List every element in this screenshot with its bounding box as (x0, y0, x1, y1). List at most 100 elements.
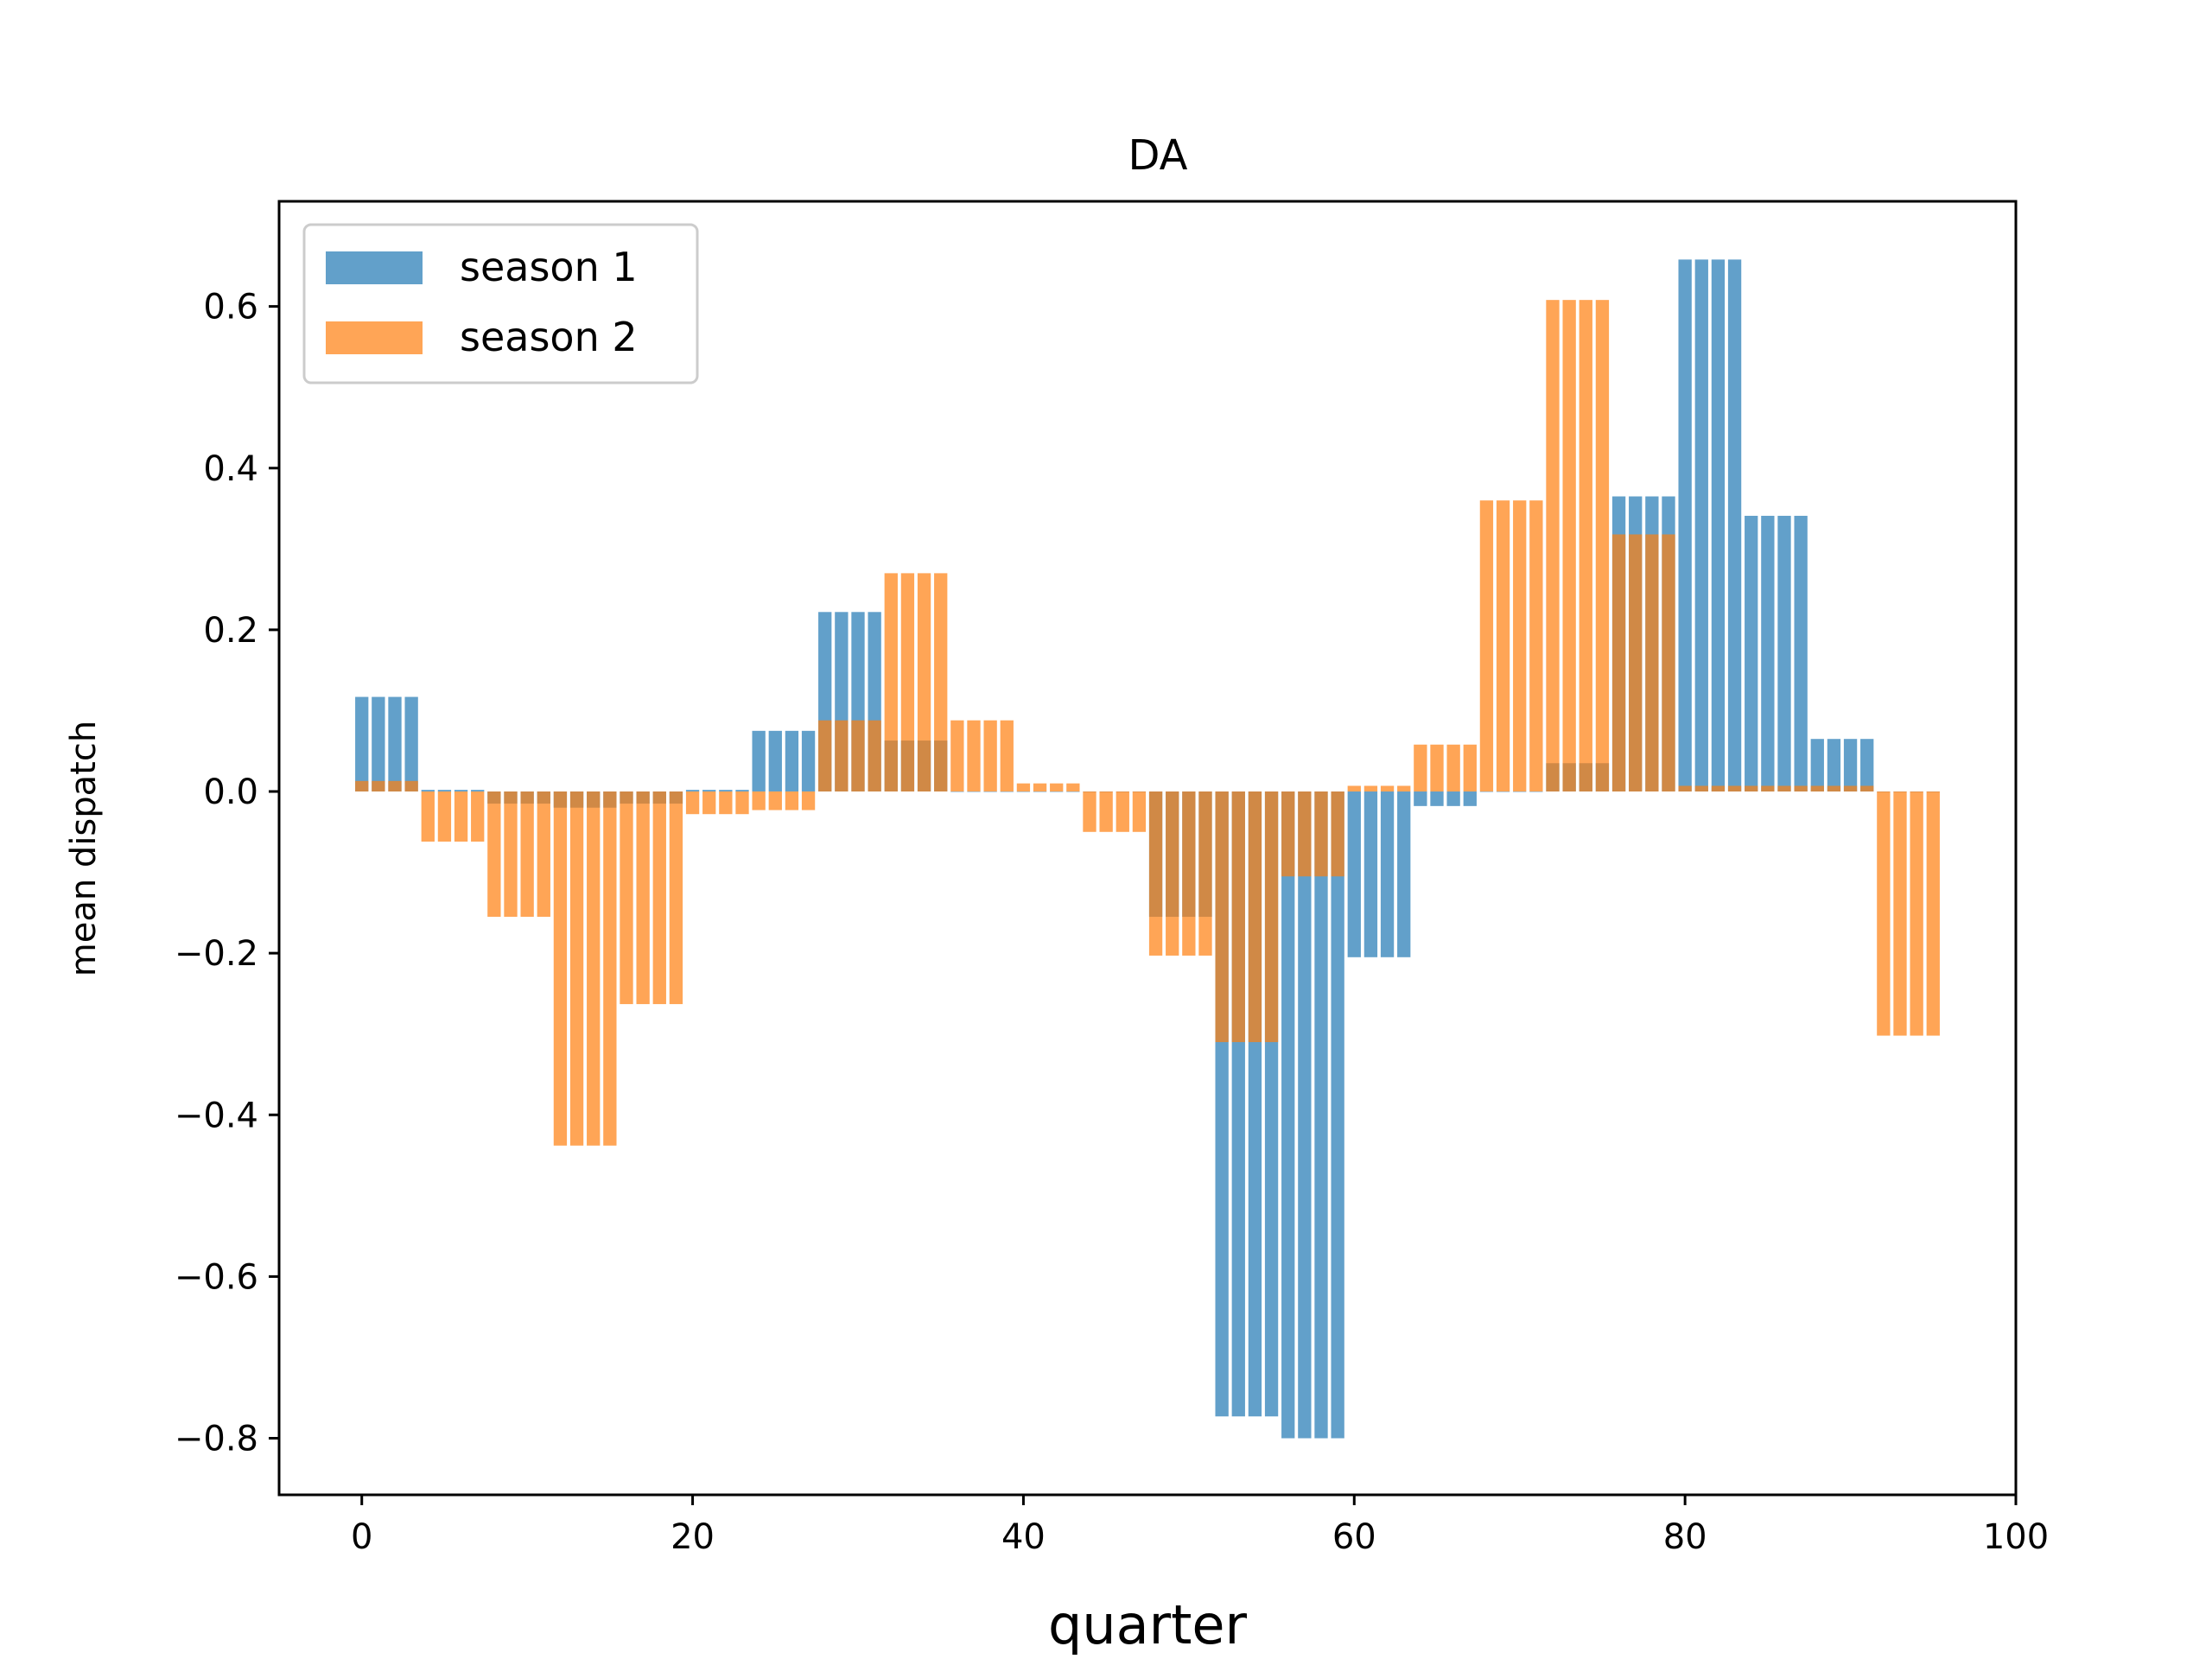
bar-s2-q72 (1546, 300, 1560, 792)
bar-s2-q81 (1694, 785, 1708, 792)
bar-s1-q1 (372, 696, 385, 792)
bar-s2-q51 (1198, 791, 1212, 956)
bar-s2-q0 (355, 780, 369, 791)
bar-s2-q86 (1777, 785, 1791, 792)
bar-s2-q95 (1926, 791, 1940, 1036)
bar-s2-q73 (1562, 300, 1576, 792)
bar-s2-q47 (1132, 791, 1147, 832)
bar-s1-q66 (1446, 791, 1460, 806)
y-tick-label: −0.8 (175, 1420, 258, 1459)
bar-s2-q92 (1877, 791, 1891, 1036)
bar-s1-q83 (1727, 259, 1742, 792)
bar-s2-q21 (702, 791, 716, 815)
bar-s2-q75 (1595, 300, 1610, 792)
bar-s1-q20 (685, 790, 700, 792)
bar-s2-q56 (1281, 791, 1295, 877)
bar-s1-q69 (1496, 791, 1510, 792)
bar-s2-q90 (1843, 785, 1858, 792)
bar-s2-q87 (1794, 785, 1808, 792)
bar-s1-q89 (1827, 739, 1841, 792)
bar-s2-q88 (1810, 785, 1824, 792)
bar-s1-q39 (1000, 791, 1014, 792)
bar-s2-q31 (868, 720, 881, 791)
bar-s2-q30 (851, 720, 865, 791)
bar-s2-q74 (1579, 300, 1592, 792)
bar-s2-q62 (1380, 785, 1395, 792)
bar-s1-q36 (950, 791, 964, 792)
bar-s2-q71 (1529, 500, 1543, 791)
bar-s2-q6 (454, 791, 468, 842)
bar-s1-q86 (1777, 515, 1791, 792)
bar-s1-q82 (1711, 259, 1726, 792)
bar-s1-q4 (421, 790, 435, 792)
bar-s2-q85 (1761, 785, 1775, 792)
bar-s1-q0 (355, 696, 369, 792)
bar-s2-q2 (388, 780, 402, 791)
bar-s1-q56 (1281, 791, 1295, 1439)
bar-s2-q61 (1363, 785, 1378, 792)
bar-s2-q77 (1629, 534, 1643, 792)
bar-s2-q18 (652, 791, 666, 1005)
bar-s2-q70 (1513, 500, 1527, 791)
x-tick-label: 20 (671, 1517, 715, 1557)
bar-s2-q49 (1166, 791, 1179, 956)
bar-s2-q34 (917, 573, 931, 792)
bar-s1-q26 (785, 730, 799, 791)
bar-s1-q43 (1066, 791, 1080, 792)
legend-label-season-1: season 1 (460, 244, 638, 290)
bar-s1-q87 (1794, 515, 1808, 792)
bar-s2-q76 (1611, 534, 1626, 792)
x-axis: 0 20 40 60 80 100 (351, 1495, 2049, 1557)
y-tick-label: −0.4 (175, 1096, 258, 1135)
bar-s2-q91 (1860, 785, 1874, 792)
bar-s2-q24 (752, 791, 766, 810)
bar-s2-q37 (967, 720, 981, 791)
bar-s1-q64 (1414, 791, 1427, 806)
bar-s1-q42 (1050, 791, 1064, 792)
bar-s1-q65 (1430, 791, 1444, 806)
legend-label-season-2: season 2 (460, 314, 638, 360)
bar-s2-q67 (1463, 744, 1477, 792)
bar-s2-q27 (801, 791, 816, 810)
y-tick-label: −0.6 (175, 1257, 258, 1297)
x-tick-label: 60 (1332, 1517, 1376, 1557)
bar-s2-q28 (818, 720, 832, 791)
bar-s2-q22 (719, 791, 733, 815)
legend: season 1 season 2 (302, 223, 699, 385)
bar-s2-q14 (587, 791, 601, 1146)
bar-s1-q57 (1298, 791, 1312, 1439)
bar-s2-q82 (1711, 785, 1726, 792)
y-axis: −0.8 −0.6 −0.4 −0.2 0.0 0.2 0.4 0.6 (175, 288, 279, 1459)
bar-s2-q15 (603, 791, 617, 1146)
bar-s1-q5 (437, 790, 452, 792)
bar-s1-q63 (1397, 791, 1411, 957)
bar-s2-q66 (1446, 744, 1460, 792)
bars-group (355, 259, 1940, 1439)
legend-swatch-season-2 (326, 321, 423, 354)
bar-s2-q23 (735, 791, 749, 815)
plot-frame (277, 200, 2018, 1497)
bar-s2-q3 (404, 780, 418, 791)
x-tick-label: 0 (351, 1517, 372, 1557)
bar-s2-q44 (1083, 791, 1096, 832)
bar-s2-q68 (1479, 500, 1494, 791)
bar-s1-q2 (388, 696, 402, 792)
y-tick-label: 0.6 (203, 288, 258, 327)
bar-s2-q25 (768, 791, 782, 810)
bar-s2-q38 (983, 720, 997, 791)
bar-s2-q93 (1893, 791, 1907, 1036)
bar-s2-q4 (421, 791, 435, 842)
bar-s1-q27 (801, 730, 816, 791)
bar-s2-q57 (1298, 791, 1312, 877)
bar-s2-q11 (537, 791, 550, 918)
bar-s2-q50 (1182, 791, 1196, 956)
bar-s2-q36 (950, 720, 964, 791)
bar-s1-q84 (1745, 515, 1758, 792)
bar-s2-q9 (504, 791, 518, 918)
bar-s2-q10 (520, 791, 534, 918)
bar-s2-q83 (1727, 785, 1742, 792)
bar-s1-q61 (1363, 791, 1378, 957)
bar-s1-q59 (1331, 791, 1344, 1439)
bar-s2-q19 (669, 791, 683, 1005)
